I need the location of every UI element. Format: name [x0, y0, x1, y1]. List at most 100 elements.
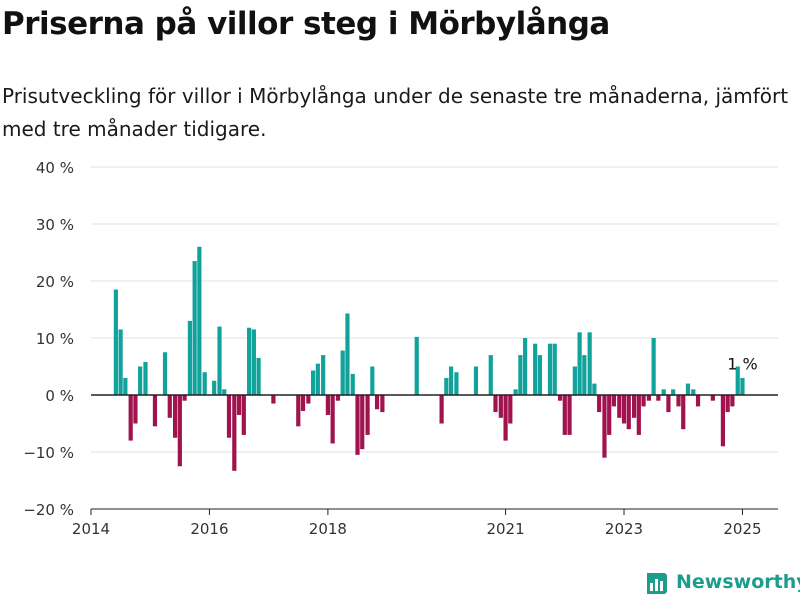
- bar: [454, 372, 459, 395]
- bar-chart: −20 % −10 % 0 % 10 % 20 % 30 % 40 % 2014 2016 201…: [23, 159, 778, 538]
- bar: [177, 395, 182, 467]
- axes: [90, 394, 778, 515]
- bar: [552, 343, 557, 395]
- bar: [197, 246, 202, 395]
- bar: [523, 338, 528, 395]
- bar: [498, 395, 503, 418]
- bar: [192, 261, 197, 395]
- bar: [162, 352, 168, 395]
- bar: [222, 389, 227, 395]
- bar: [537, 355, 543, 395]
- last-value-label: 1 %: [727, 354, 757, 373]
- bar: [448, 366, 454, 395]
- bar: [143, 361, 148, 395]
- bar: [251, 329, 256, 395]
- bar: [621, 395, 627, 424]
- newsworthy-logo: Newsworthy: [644, 569, 800, 595]
- bar: [380, 395, 385, 413]
- bar: [740, 377, 745, 395]
- brand-name: Newsworthy: [676, 571, 800, 593]
- bar: [631, 395, 637, 418]
- x-tick-label: 2016: [190, 520, 228, 538]
- bar: [256, 357, 261, 395]
- bar: [241, 395, 246, 435]
- bar: [172, 395, 178, 438]
- bar: [641, 395, 646, 407]
- bar: [300, 395, 306, 411]
- y-tick-label: −10 %: [23, 444, 74, 462]
- bar: [611, 395, 617, 407]
- y-tick-label: 0 %: [45, 387, 74, 405]
- bar: [607, 395, 612, 435]
- bar: [547, 343, 553, 395]
- bar: [167, 395, 172, 418]
- bar: [720, 395, 726, 447]
- bar: [414, 336, 419, 395]
- bar: [370, 366, 375, 395]
- chart-title: Priserna på villor steg i Mörbylånga: [2, 6, 610, 42]
- bar: [133, 395, 138, 424]
- bar: [325, 395, 330, 415]
- bar: [685, 383, 691, 395]
- bar: [306, 395, 311, 404]
- bar: [572, 366, 577, 395]
- bar: [646, 395, 651, 401]
- bar: [444, 377, 449, 395]
- x-tick-label: 2018: [309, 520, 347, 538]
- bar: [138, 366, 143, 395]
- bar: [592, 383, 597, 395]
- bar: [577, 332, 582, 395]
- bar: [666, 395, 671, 413]
- bar: [321, 355, 326, 395]
- bar: [226, 395, 232, 438]
- bar: [202, 372, 207, 395]
- y-tick-label: 10 %: [36, 330, 74, 348]
- bar: [518, 355, 523, 395]
- bar: [557, 395, 563, 401]
- bar: [735, 366, 740, 395]
- bar: [691, 389, 696, 395]
- y-tick-label: 40 %: [36, 159, 74, 177]
- bar: [661, 389, 666, 395]
- x-tick-label: 2023: [605, 520, 643, 538]
- y-tick-label: −20 %: [23, 501, 74, 519]
- bars: [113, 246, 745, 471]
- bar: [340, 350, 345, 395]
- bar: [217, 326, 222, 395]
- bar: [365, 395, 370, 435]
- bar: [656, 395, 661, 401]
- bar: [488, 355, 493, 395]
- bar: [212, 380, 217, 395]
- y-tick-label: 30 %: [36, 216, 74, 234]
- bar: [182, 395, 187, 401]
- bar: [695, 395, 701, 407]
- x-tick-label: 2025: [723, 520, 761, 538]
- bar: [582, 355, 587, 395]
- bar: [508, 395, 513, 424]
- bar: [671, 389, 676, 395]
- bar: [128, 395, 133, 441]
- bar: [360, 395, 365, 450]
- labels: −20 % −10 % 0 % 10 % 20 % 30 % 40 % 2014 2016 201…: [23, 159, 761, 538]
- bar: [152, 395, 158, 427]
- bar: [123, 377, 128, 395]
- bar: [562, 395, 567, 435]
- bar: [651, 338, 656, 395]
- bar: [730, 395, 735, 407]
- bar: [118, 329, 123, 395]
- bar: [310, 370, 316, 395]
- bar: [617, 395, 622, 418]
- bar: [725, 395, 730, 413]
- bar: [602, 395, 607, 458]
- bar: [374, 395, 380, 410]
- bar: [232, 395, 237, 471]
- bar: [350, 373, 355, 395]
- bar: [710, 395, 715, 401]
- bar: [587, 332, 592, 395]
- bar: [681, 395, 686, 430]
- bar: [187, 320, 193, 395]
- chart-subtitle: Prisutveckling för villor i Mörbylånga u…: [2, 84, 789, 141]
- bar: [355, 395, 360, 455]
- bar: [271, 395, 276, 404]
- bar: [503, 395, 508, 441]
